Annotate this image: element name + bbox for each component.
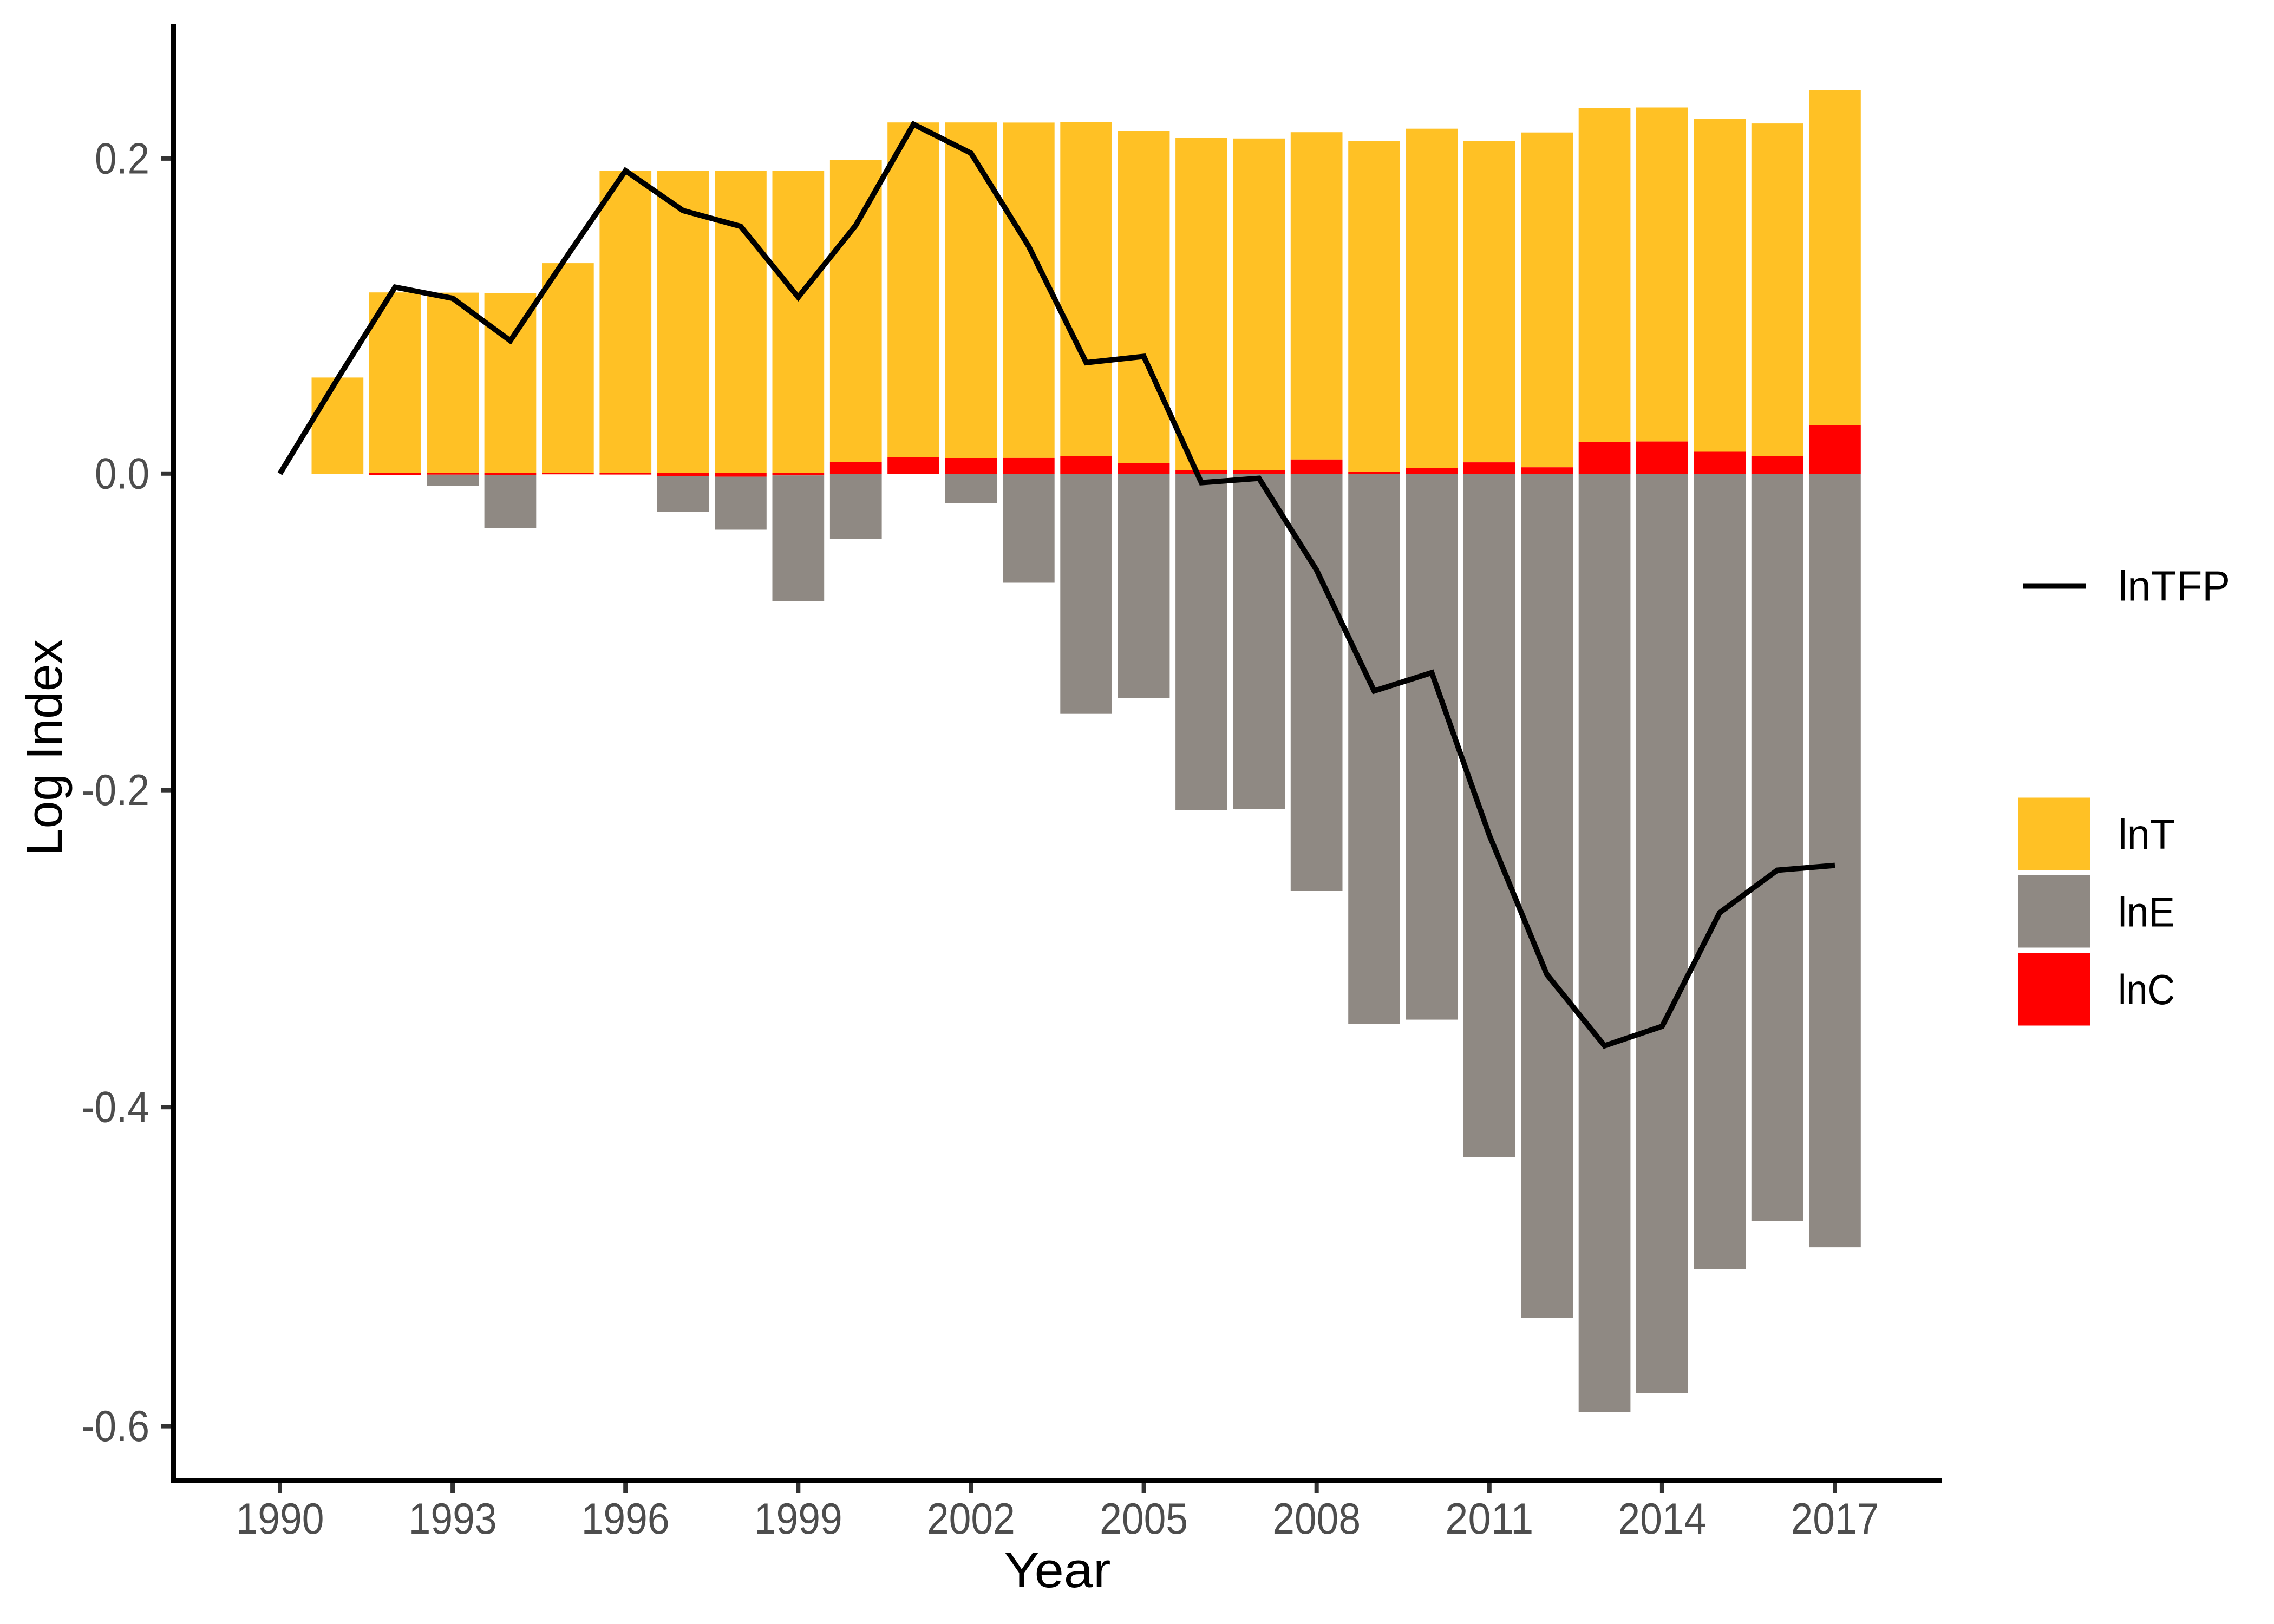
svg-text:1990: 1990 [236,1495,324,1543]
svg-text:-0.4: -0.4 [81,1083,149,1132]
svg-text:lnTFP: lnTFP [2118,562,2230,610]
svg-text:2011: 2011 [1445,1495,1533,1543]
svg-text:1999: 1999 [754,1495,842,1543]
svg-text:1996: 1996 [581,1495,670,1543]
svg-text:lnT: lnT [2118,810,2175,858]
svg-text:Log Index: Log Index [16,639,73,856]
svg-text:0.0: 0.0 [95,449,149,498]
svg-text:1993: 1993 [409,1495,497,1543]
svg-text:0.2: 0.2 [95,134,149,183]
svg-text:-0.6: -0.6 [81,1402,149,1451]
svg-text:2014: 2014 [1618,1495,1706,1543]
svg-text:-0.2: -0.2 [81,766,149,815]
svg-text:2005: 2005 [1100,1495,1188,1543]
svg-text:lnC: lnC [2118,966,2175,1013]
svg-text:2008: 2008 [1272,1495,1361,1543]
svg-text:Year: Year [1004,1543,1111,1598]
svg-text:2002: 2002 [927,1495,1015,1543]
svg-text:lnE: lnE [2118,888,2175,936]
svg-text:2017: 2017 [1791,1495,1879,1543]
